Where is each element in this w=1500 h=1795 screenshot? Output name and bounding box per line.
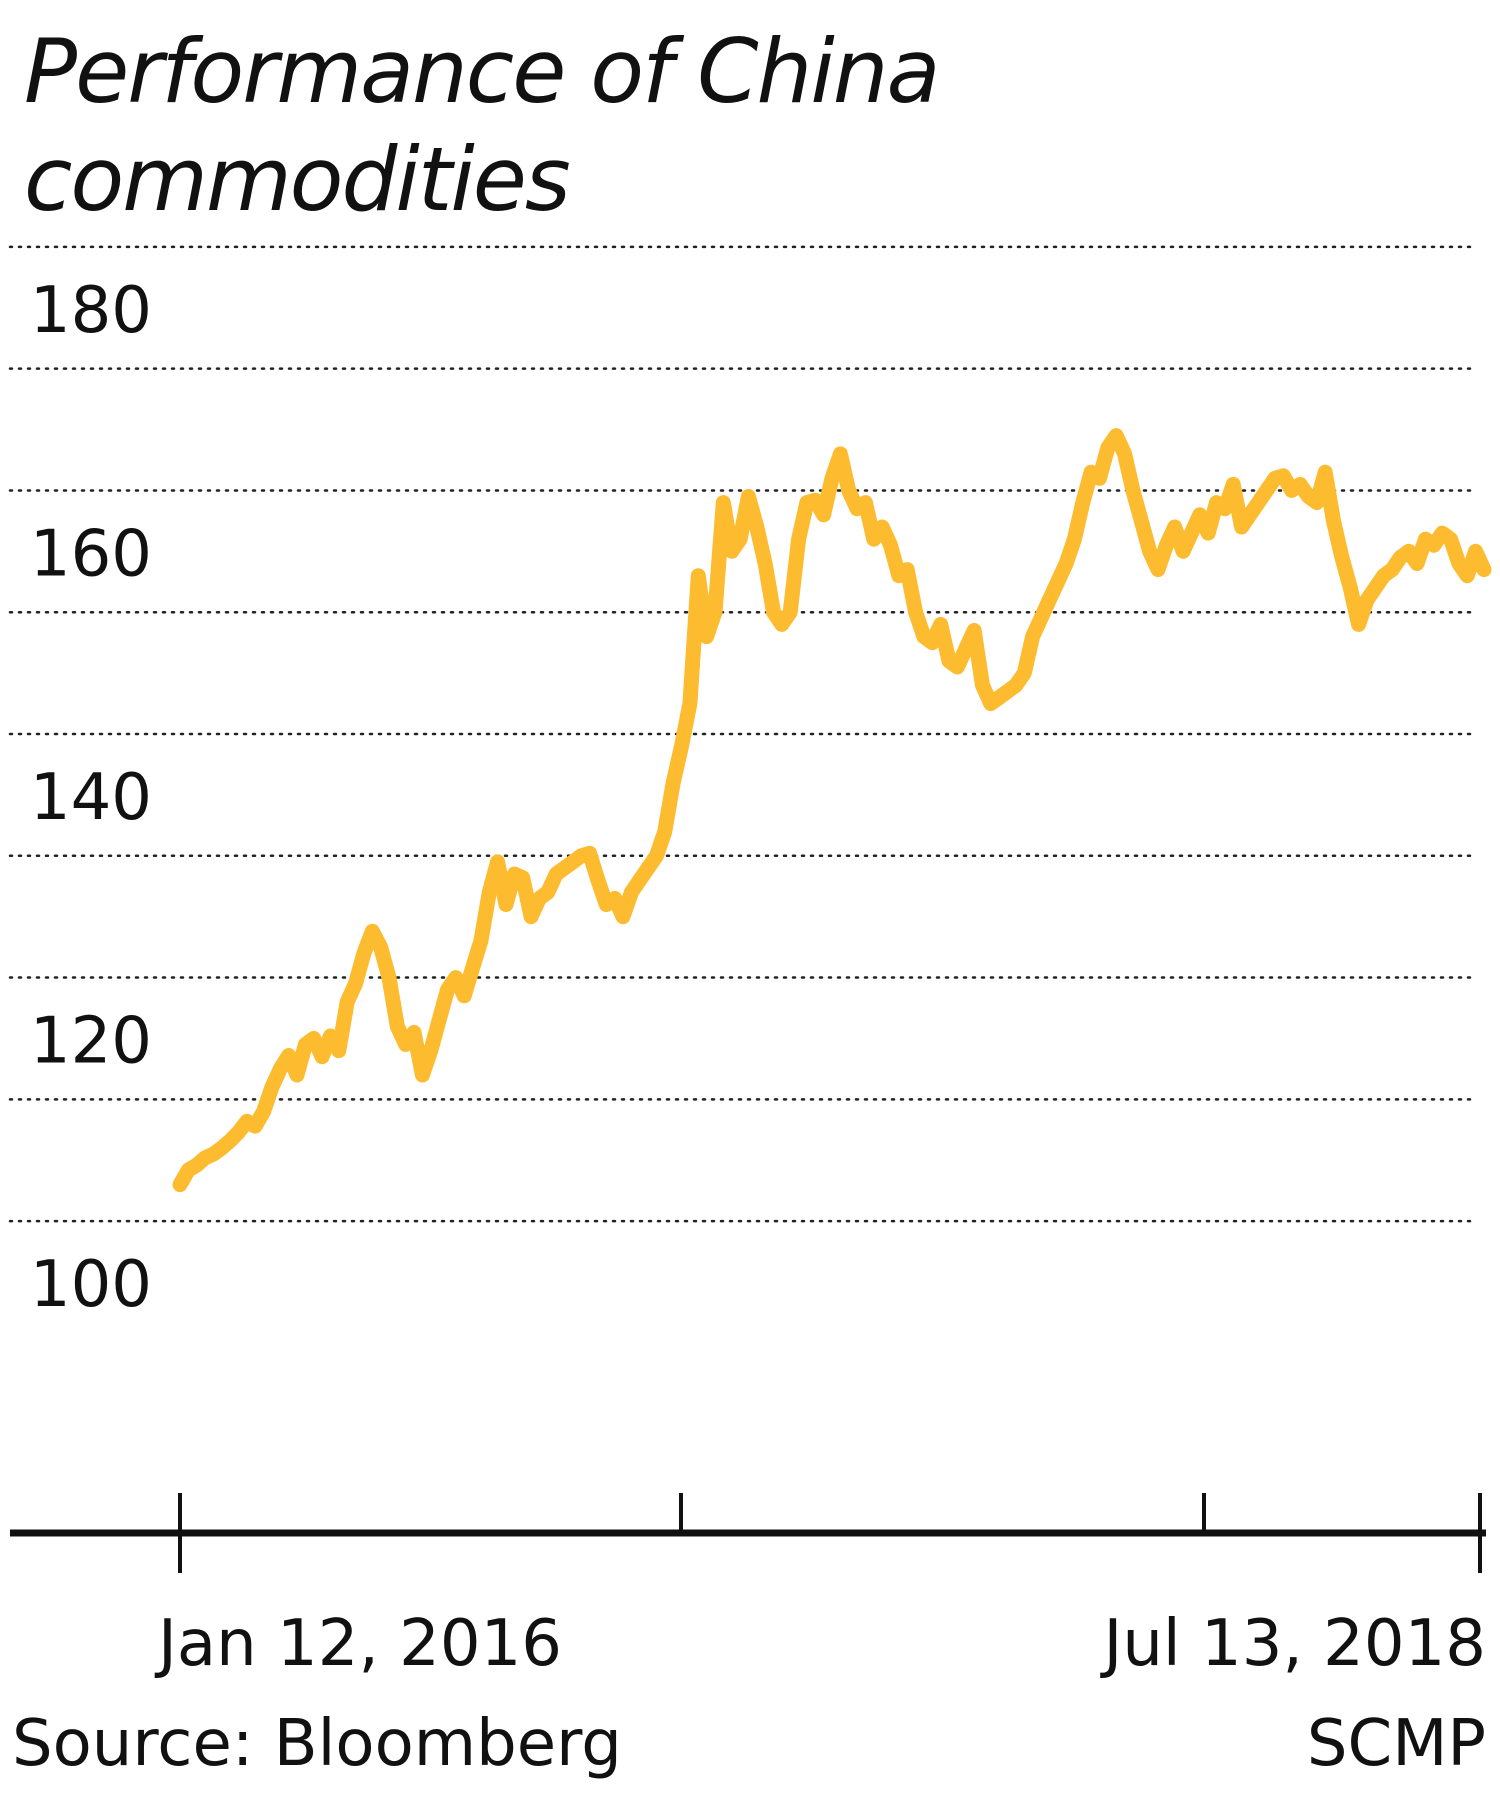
y-tick-label-140: 140 bbox=[30, 761, 152, 835]
y-tick-label-160: 160 bbox=[30, 517, 152, 591]
y-tick-label-120: 120 bbox=[30, 1004, 152, 1078]
source-note: Source: Bloomberg bbox=[12, 1707, 622, 1781]
x-axis bbox=[10, 1493, 1486, 1573]
series-line-0 bbox=[172, 428, 1492, 1193]
x-tick-label-end: Jul 13, 2018 bbox=[1099, 1607, 1486, 1681]
series-layer bbox=[172, 428, 1492, 1193]
y-tick-label-100: 100 bbox=[30, 1248, 152, 1322]
grid-lines bbox=[8, 245, 1472, 1223]
y-tick-labels: 180 160 140 120 100 bbox=[30, 274, 152, 1322]
chart-title: Performance of China commodities bbox=[24, 20, 940, 231]
x-tick-label-start: Jan 12, 2016 bbox=[154, 1607, 562, 1681]
footer: Jan 12, 2016 Jul 13, 2018 Source: Bloomb… bbox=[12, 1607, 1486, 1781]
y-tick-label-180: 180 bbox=[30, 274, 152, 348]
credit-note: SCMP bbox=[1307, 1707, 1486, 1781]
